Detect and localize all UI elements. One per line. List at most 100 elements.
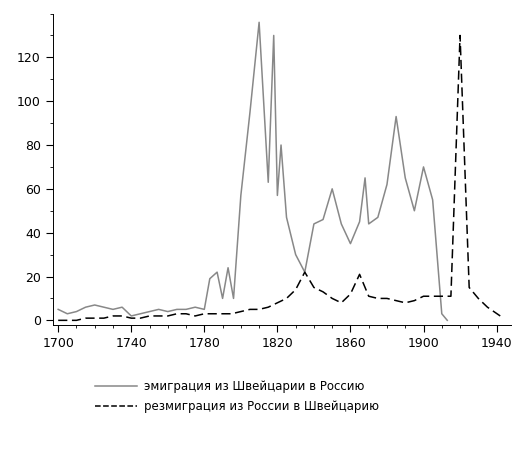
- эмиграция из Швейцарии в Россию: [137, 311, 143, 317]
- эмиграция из Швейцарии в Россию: [438, 311, 445, 317]
- резмиграция из России в Швейцарию: [82, 315, 89, 321]
- эмиграция из Швейцарии в Россию: [356, 219, 363, 225]
- эмиграция из Швейцарии в Россию: [411, 208, 417, 213]
- эмиграция из Швейцарии в Россию: [201, 307, 208, 312]
- эмиграция из Швейцарии в Россию: [329, 186, 335, 192]
- эмиграция из Швейцарии в Россию: [164, 309, 171, 314]
- резмиграция из России в Швейцарию: [448, 294, 454, 299]
- резмиграция из России в Швейцарию: [64, 318, 71, 323]
- резмиграция из России в Швейцарию: [329, 296, 335, 301]
- эмиграция из Швейцарии в Россию: [444, 318, 451, 323]
- эмиграция из Швейцарии в Россию: [238, 193, 244, 198]
- резмиграция из России в Швейцарию: [210, 311, 217, 317]
- эмиграция из Швейцарии в Россию: [278, 143, 284, 148]
- резмиграция из России в Швейцарию: [155, 313, 162, 319]
- эмиграция из Швейцарии в Россию: [147, 309, 153, 314]
- эмиграция из Швейцарии в Россию: [119, 304, 125, 310]
- резмиграция из России в Швейцарию: [421, 294, 427, 299]
- резмиграция из России в Швейцарию: [366, 294, 372, 299]
- эмиграция из Швейцарии в Россию: [430, 197, 436, 202]
- резмиграция из России в Швейцарию: [201, 311, 208, 317]
- эмиграция из Швейцарии в Россию: [311, 221, 317, 226]
- резмиграция из России в Швейцарию: [301, 269, 308, 275]
- резмиграция из России в Швейцарию: [484, 304, 491, 310]
- резмиграция из России в Швейцарию: [55, 318, 61, 323]
- резмиграция из России в Швейцарию: [137, 315, 143, 321]
- эмиграция из Швейцарии в Россию: [73, 309, 80, 314]
- эмиграция из Швейцарии в Россию: [92, 302, 98, 308]
- эмиграция из Швейцарии в Россию: [64, 311, 71, 317]
- эмиграция из Швейцарии в Россию: [207, 276, 213, 281]
- резмиграция из России в Швейцарию: [247, 307, 253, 312]
- эмиграция из Швейцарии в Россию: [128, 313, 134, 319]
- резмиграция из России в Швейцарию: [347, 291, 354, 297]
- резмиграция из России в Швейцарию: [164, 313, 171, 319]
- эмиграция из Швейцарии в Россию: [292, 252, 299, 258]
- эмиграция из Швейцарии в Россию: [82, 304, 89, 310]
- резмиграция из России в Швейцарию: [265, 304, 271, 310]
- резмиграция из России в Швейцарию: [238, 309, 244, 314]
- резмиграция из России в Швейцарию: [384, 296, 390, 301]
- эмиграция из Швейцарии в Россию: [256, 19, 262, 25]
- эмиграция из Швейцарии в Россию: [183, 307, 189, 312]
- резмиграция из России в Швейцарию: [466, 285, 472, 290]
- эмиграция из Швейцарии в Россию: [110, 307, 116, 312]
- резмиграция из России в Швейцарию: [128, 315, 134, 321]
- резмиграция из России в Швейцарию: [219, 311, 226, 317]
- резмиграция из России в Швейцарию: [475, 296, 482, 301]
- эмиграция из Швейцарии в Россию: [421, 164, 427, 170]
- эмиграция из Швейцарии в Россию: [270, 33, 277, 38]
- эмиграция из Швейцарии в Россию: [402, 175, 408, 180]
- эмиграция из Швейцарии в Россию: [384, 182, 390, 187]
- резмиграция из России в Швейцарию: [497, 313, 503, 319]
- резмиграция из России в Швейцарию: [101, 315, 107, 321]
- эмиграция из Швейцарии в Россию: [274, 193, 280, 198]
- резмиграция из России в Швейцарию: [192, 313, 198, 319]
- эмиграция из Швейцарии в Россию: [101, 304, 107, 310]
- эмиграция из Швейцарии в Россию: [155, 307, 162, 312]
- эмиграция из Швейцарии в Россию: [214, 269, 220, 275]
- резмиграция из России в Швейцарию: [311, 285, 317, 290]
- эмиграция из Швейцарии в Россию: [320, 217, 326, 222]
- Legend: эмиграция из Швейцарии в Россию, резмиграция из России в Швейцарию: эмиграция из Швейцарии в Россию, резмигр…: [95, 380, 379, 414]
- эмиграция из Швейцарии в Россию: [225, 265, 231, 271]
- резмиграция из России в Швейцарию: [375, 296, 381, 301]
- резмиграция из России в Швейцарию: [402, 300, 408, 305]
- резмиграция из России в Швейцарию: [147, 313, 153, 319]
- эмиграция из Швейцарии в Россию: [174, 307, 180, 312]
- резмиграция из России в Швейцарию: [393, 298, 399, 304]
- эмиграция из Швейцарии в Россию: [219, 296, 226, 301]
- резмиграция из России в Швейцарию: [430, 294, 436, 299]
- резмиграция из России в Швейцарию: [110, 313, 116, 319]
- эмиграция из Швейцарии в Россию: [265, 179, 271, 185]
- эмиграция из Швейцарии в Россию: [347, 241, 354, 246]
- эмиграция из Швейцарии в Россию: [192, 304, 198, 310]
- эмиграция из Швейцарии в Россию: [366, 221, 372, 226]
- резмиграция из России в Швейцарию: [284, 296, 290, 301]
- резмиграция из России в Швейцарию: [338, 300, 345, 305]
- эмиграция из Швейцарии в Россию: [230, 296, 237, 301]
- эмиграция из Швейцарии в Россию: [301, 269, 308, 275]
- Line: резмиграция из России в Швейцарию: резмиграция из России в Швейцарию: [58, 36, 500, 320]
- резмиграция из России в Швейцарию: [411, 298, 417, 304]
- резмиграция из России в Швейцарию: [174, 311, 180, 317]
- эмиграция из Швейцарии в Россию: [393, 114, 399, 119]
- эмиграция из Швейцарии в Россию: [55, 307, 61, 312]
- резмиграция из России в Швейцарию: [438, 294, 445, 299]
- эмиграция из Швейцарии в Россию: [362, 175, 368, 180]
- резмиграция из России в Швейцарию: [320, 289, 326, 295]
- Line: эмиграция из Швейцарии в Россию: эмиграция из Швейцарии в Россию: [58, 22, 447, 320]
- резмиграция из России в Швейцарию: [274, 300, 280, 305]
- резмиграция из России в Швейцарию: [356, 272, 363, 277]
- резмиграция из России в Швейцарию: [457, 33, 463, 38]
- эмиграция из Швейцарии в Россию: [338, 221, 345, 226]
- резмиграция из России в Швейцарию: [119, 313, 125, 319]
- резмиграция из России в Швейцарию: [73, 318, 80, 323]
- эмиграция из Швейцарии в Россию: [247, 110, 253, 115]
- эмиграция из Швейцарии в Россию: [375, 215, 381, 220]
- резмиграция из России в Швейцарию: [229, 311, 235, 317]
- эмиграция из Швейцарии в Россию: [284, 215, 290, 220]
- резмиграция из России в Швейцарию: [292, 287, 299, 292]
- резмиграция из России в Швейцарию: [256, 307, 262, 312]
- резмиграция из России в Швейцарию: [92, 315, 98, 321]
